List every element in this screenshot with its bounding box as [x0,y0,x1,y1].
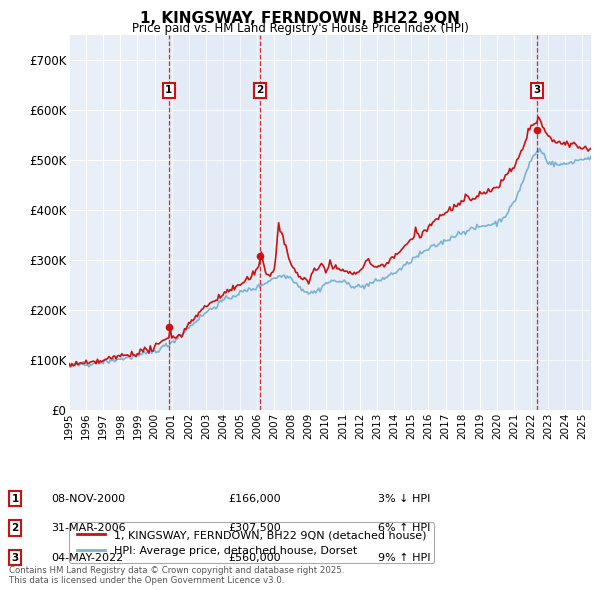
Text: Contains HM Land Registry data © Crown copyright and database right 2025.
This d: Contains HM Land Registry data © Crown c… [9,566,344,585]
Bar [260,35,537,410]
Text: 3% ↓ HPI: 3% ↓ HPI [378,494,430,503]
Legend: 1, KINGSWAY, FERNDOWN, BH22 9QN (detached house), HPI: Average price, detached h: 1, KINGSWAY, FERNDOWN, BH22 9QN (detache… [70,522,434,563]
Text: Price paid vs. HM Land Registry's House Price Index (HPI): Price paid vs. HM Land Registry's House … [131,22,469,35]
Text: 2: 2 [11,523,19,533]
Text: 6% ↑ HPI: 6% ↑ HPI [378,523,430,533]
Text: £307,500: £307,500 [228,523,281,533]
Text: 3: 3 [11,553,19,562]
Text: 1: 1 [165,86,172,96]
Text: 31-MAR-2006: 31-MAR-2006 [51,523,125,533]
Text: 2: 2 [256,86,264,96]
Text: 1: 1 [11,494,19,503]
Text: 9% ↑ HPI: 9% ↑ HPI [378,553,431,562]
Text: £560,000: £560,000 [228,553,281,562]
Bar [537,35,591,410]
Text: 08-NOV-2000: 08-NOV-2000 [51,494,125,503]
Text: 04-MAY-2022: 04-MAY-2022 [51,553,123,562]
Bar [169,35,260,410]
Text: 3: 3 [533,86,541,96]
Text: £166,000: £166,000 [228,494,281,503]
Text: 1, KINGSWAY, FERNDOWN, BH22 9QN: 1, KINGSWAY, FERNDOWN, BH22 9QN [140,11,460,25]
